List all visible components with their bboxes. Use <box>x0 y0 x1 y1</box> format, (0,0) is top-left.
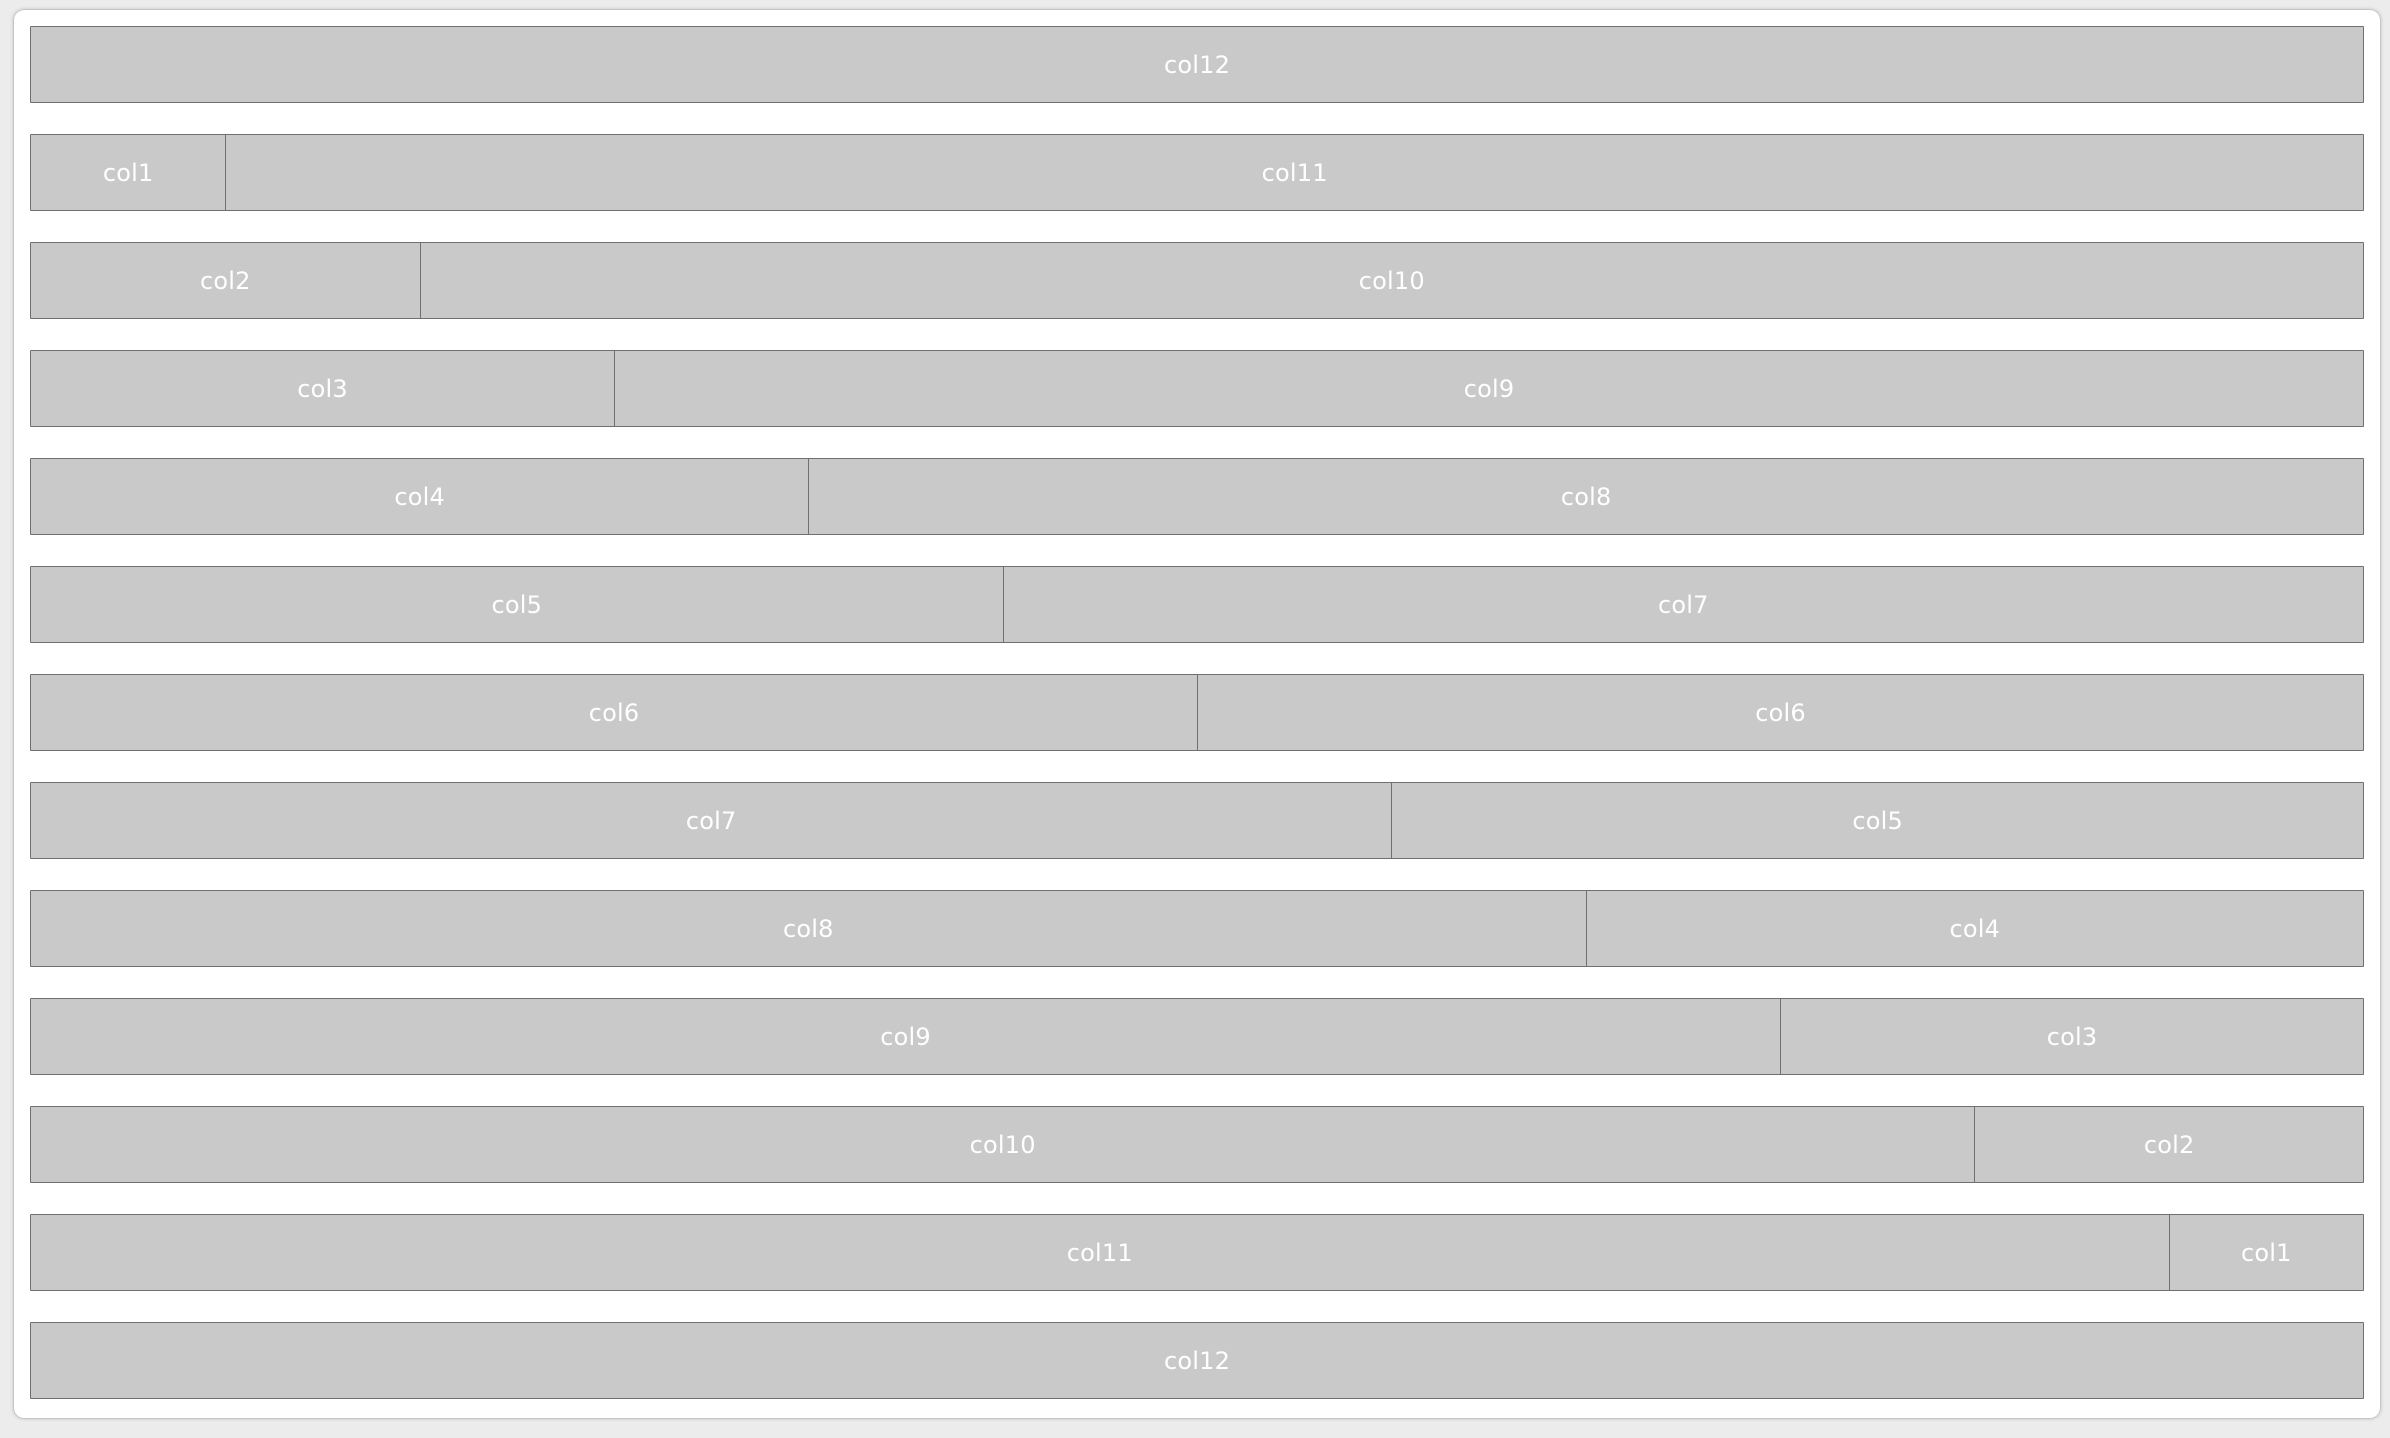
grid-row: col6 col6 <box>30 674 2364 751</box>
grid-cell: col10 <box>969 1130 1036 1159</box>
grid-row: col3 col9 <box>30 350 2364 427</box>
grid-row: col10 col2 <box>30 1106 2364 1183</box>
grid-cell: col9 <box>880 1022 931 1051</box>
grid-cell: col9 <box>614 351 2363 426</box>
grid-cell: col2 <box>1974 1107 2363 1182</box>
grid-row: col4 col8 <box>30 458 2364 535</box>
grid-row: col11 col1 <box>30 1214 2364 1291</box>
grid-cell: col11 <box>1066 1238 1133 1267</box>
grid-cell: col4 <box>1585 891 2363 966</box>
grid-cell: col1 <box>102 158 154 187</box>
grid-cell: col5 <box>1391 783 2363 858</box>
grid-row: col12 <box>30 26 2364 103</box>
grid-row: col2 col10 <box>30 242 2364 319</box>
grid-cell: col3 <box>1780 999 2363 1074</box>
grid-cell: col12 <box>1163 1346 1231 1375</box>
grid-cell: col7 <box>1002 567 2363 642</box>
grid-row: col5 col7 <box>30 566 2364 643</box>
grid-cell: col10 <box>419 243 2363 318</box>
grid-container: col12 col1 col11 col2 col10 col3 col9 col4 col8 c… <box>30 26 2364 1399</box>
grid-cell: col4 <box>394 482 445 511</box>
grid-cell: col1 <box>2168 1215 2363 1290</box>
grid-row: col9 col3 <box>30 998 2364 1075</box>
grid-cell: col11 <box>225 135 2363 210</box>
grid-cell: col5 <box>491 590 543 619</box>
grid-cell: col3 <box>297 374 348 403</box>
grid-cell: col6 <box>588 698 640 727</box>
grid-cell: col8 <box>783 914 834 943</box>
grid-demo-panel: col12 col1 col11 col2 col10 col3 col9 col4 col8 c… <box>14 10 2380 1418</box>
grid-cell: col12 <box>1163 50 1231 79</box>
grid-cell: col8 <box>808 459 2363 534</box>
grid-row: col12 <box>30 1322 2364 1399</box>
grid-row: col7 col5 <box>30 782 2364 859</box>
grid-cell: col2 <box>200 266 251 295</box>
grid-row: col1 col11 <box>30 134 2364 211</box>
grid-cell: col6 <box>1197 675 2363 750</box>
grid-cell: col7 <box>685 806 737 835</box>
grid-row: col8 col4 <box>30 890 2364 967</box>
